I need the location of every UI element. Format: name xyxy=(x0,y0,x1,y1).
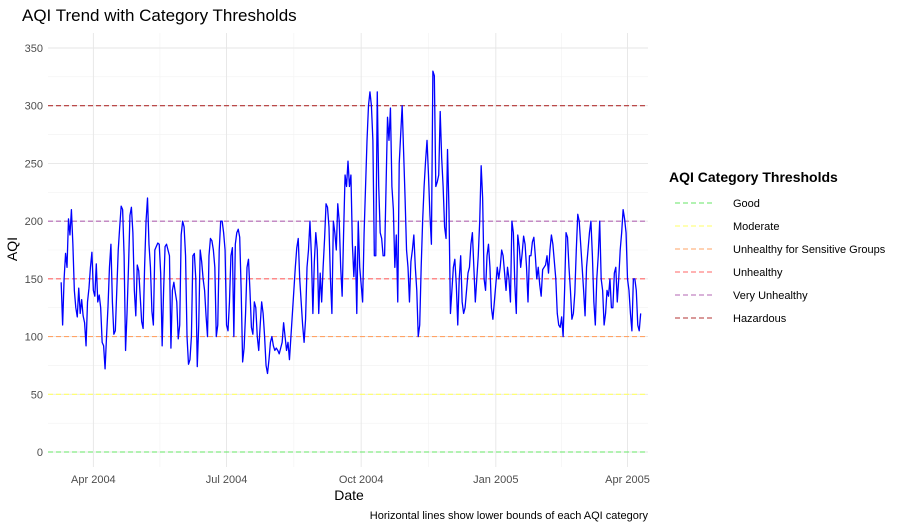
y-tick-label: 250 xyxy=(25,158,43,170)
y-tick-label: 50 xyxy=(31,389,43,401)
chart-title: AQI Trend with Category Thresholds xyxy=(22,6,297,25)
y-tick-label: 0 xyxy=(37,447,43,459)
y-tick-label: 350 xyxy=(25,43,43,55)
legend-label: Unhealthy for Sensitive Groups xyxy=(733,244,886,256)
series xyxy=(60,70,642,375)
x-tick-label: Apr 2005 xyxy=(605,474,650,486)
grid xyxy=(48,33,648,467)
x-axis-title: Date xyxy=(334,487,364,503)
x-tick-label: Jul 2004 xyxy=(206,474,248,486)
y-tick-label: 100 xyxy=(25,332,43,344)
x-axis-ticks: Apr 2004 Jul 2004 Oct 2004 Jan 2005 Apr 2005 xyxy=(71,474,650,486)
chart-caption: Horizontal lines show lower bounds of ea… xyxy=(370,510,649,522)
x-tick-label: Apr 2004 xyxy=(71,474,116,486)
x-tick-label: Jan 2005 xyxy=(473,474,518,486)
legend-label: Hazardous xyxy=(733,313,787,325)
legend-label: Good xyxy=(733,198,760,210)
y-tick-label: 300 xyxy=(25,101,43,113)
aqi-series-line xyxy=(60,70,642,375)
legend-title: AQI Category Thresholds xyxy=(669,169,838,185)
y-tick-label: 200 xyxy=(25,216,43,228)
legend-label: Moderate xyxy=(733,221,779,233)
x-tick-label: Oct 2004 xyxy=(339,474,384,486)
legend-label: Unhealthy xyxy=(733,267,783,279)
y-tick-label: 150 xyxy=(25,274,43,286)
legend-label: Very Unhealthy xyxy=(733,290,808,302)
legend: AQI Category Thresholds Good Moderate Unhe… xyxy=(669,169,886,325)
y-axis-ticks: 0 50 100 150 200 250 300 350 xyxy=(25,43,43,459)
y-axis-title: AQI xyxy=(4,237,20,261)
threshold-lines xyxy=(48,105,648,453)
